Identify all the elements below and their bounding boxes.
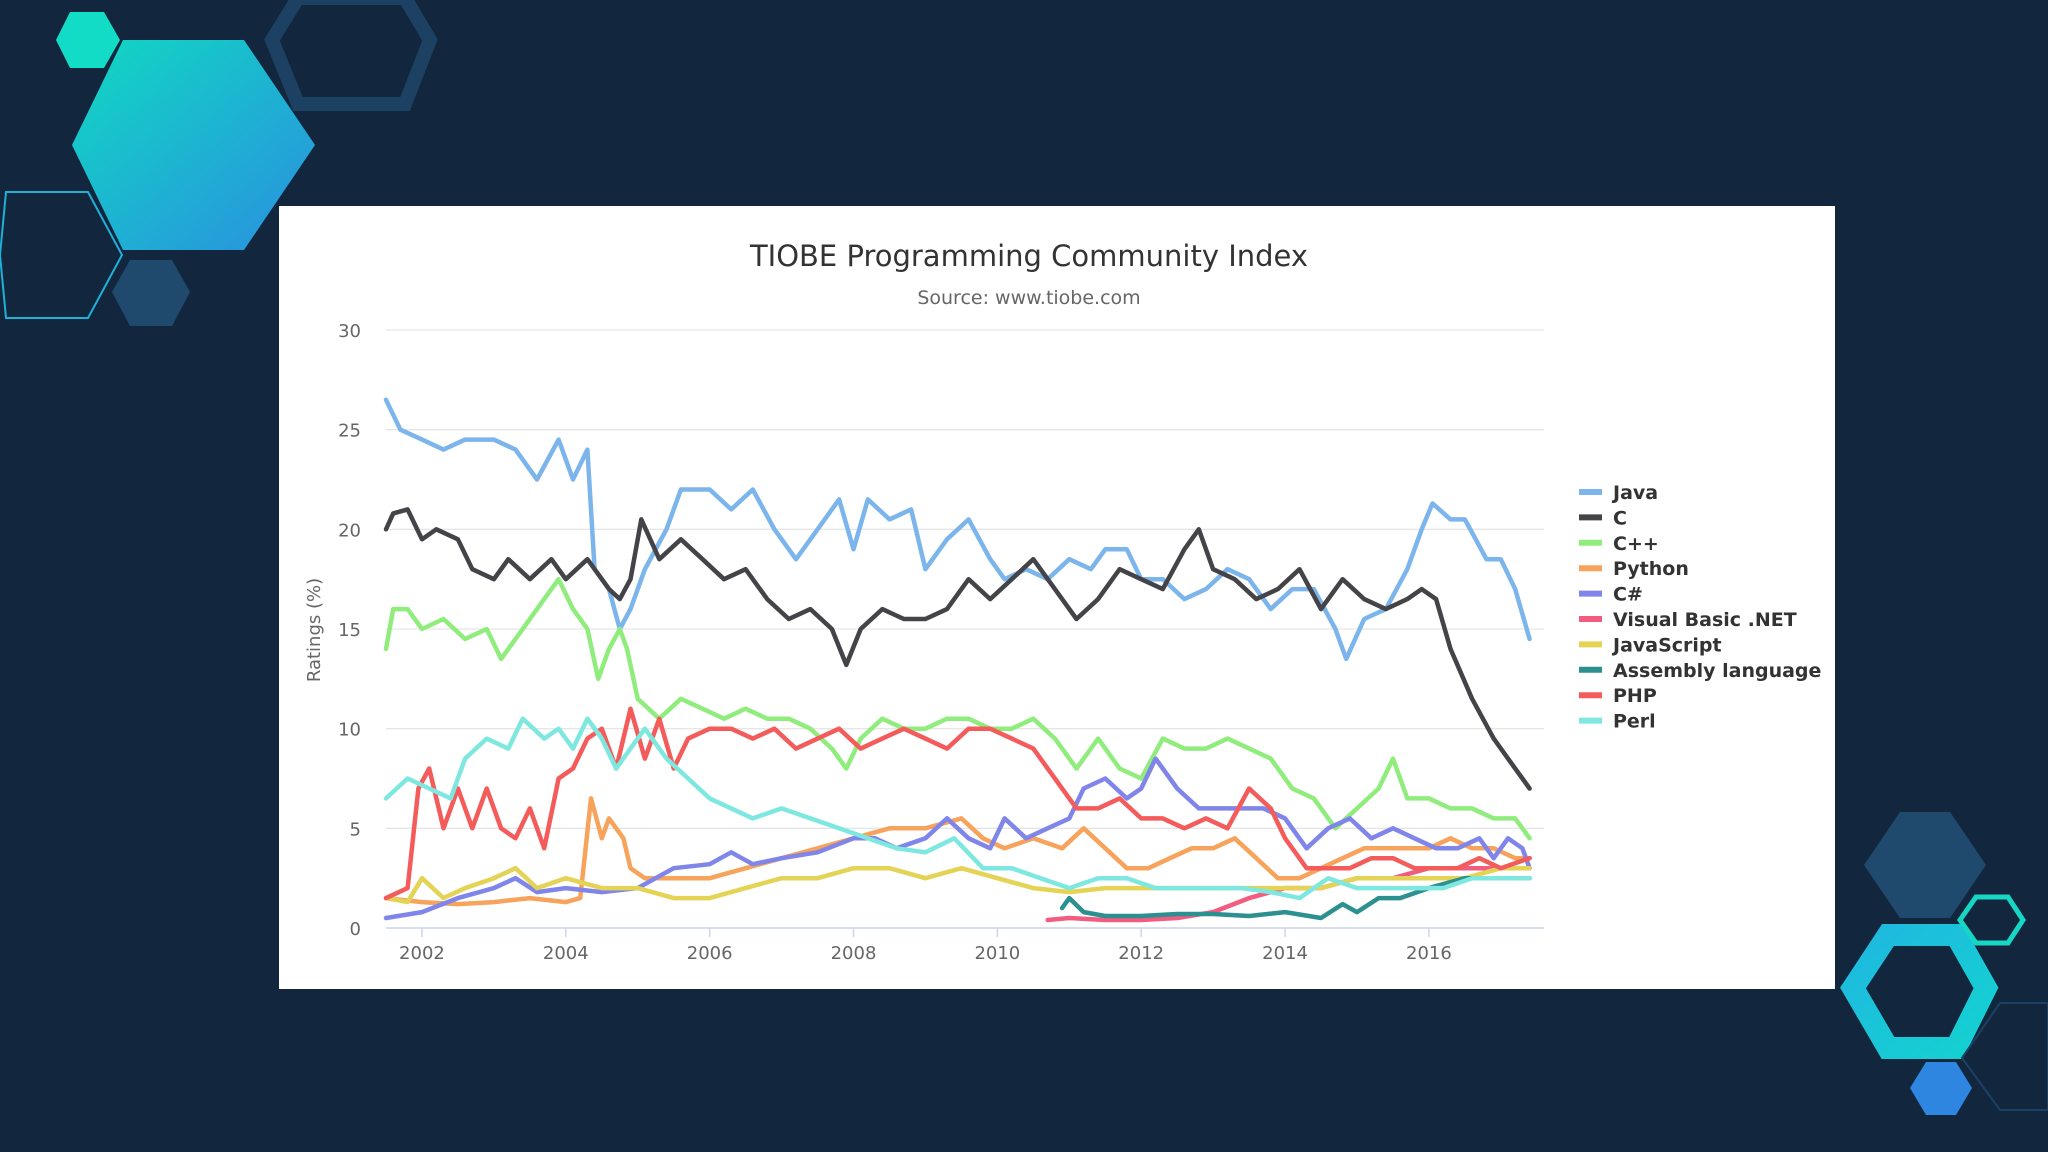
hexagon-shape bbox=[264, 0, 438, 111]
legend-label: JavaScript bbox=[1611, 634, 1722, 656]
x-tick-label: 2002 bbox=[399, 943, 445, 964]
series-line-javascript[interactable] bbox=[383, 865, 1532, 905]
legend-label: PHP bbox=[1613, 685, 1657, 707]
x-tick-label: 2010 bbox=[974, 943, 1020, 964]
y-tick-label: 15 bbox=[338, 620, 361, 641]
hexagon-shape bbox=[1910, 1062, 1972, 1115]
series-line-java[interactable] bbox=[383, 397, 1532, 662]
legend-item-perl[interactable]: Perl bbox=[1579, 711, 1656, 733]
y-tick-label: 20 bbox=[338, 520, 361, 541]
legend-label: Python bbox=[1613, 558, 1689, 580]
x-tick-label: 2012 bbox=[1118, 943, 1164, 964]
hexagon-shape bbox=[72, 40, 315, 250]
legend-item-javascript[interactable]: JavaScript bbox=[1579, 634, 1722, 656]
series-line-perl[interactable] bbox=[383, 716, 1532, 901]
legend-item-php[interactable]: PHP bbox=[1579, 685, 1657, 707]
series-line-c[interactable] bbox=[383, 507, 1532, 791]
hexagon-shape bbox=[56, 12, 120, 68]
chart-title: TIOBE Programming Community Index bbox=[749, 239, 1308, 273]
legend-item-c[interactable]: C# bbox=[1579, 584, 1643, 606]
y-tick-label: 30 bbox=[338, 321, 361, 342]
legend-item-c[interactable]: C bbox=[1579, 507, 1627, 529]
chart-card: TIOBE Programming Community Index Source… bbox=[279, 206, 1835, 989]
x-tick-label: 2008 bbox=[831, 943, 877, 964]
legend-label: C bbox=[1613, 507, 1627, 529]
legend: Java C C++ Python C# Visual Basic .NET JavaScr… bbox=[1579, 482, 1821, 733]
x-tick-label: 2006 bbox=[687, 943, 733, 964]
legend-item-java[interactable]: Java bbox=[1579, 482, 1658, 504]
hexagon-shape bbox=[1840, 924, 1999, 1059]
x-tick-label: 2016 bbox=[1406, 943, 1452, 964]
legend-item-assembly-language[interactable]: Assembly language bbox=[1579, 660, 1821, 682]
y-tick-label: 0 bbox=[350, 919, 361, 940]
y-tick-label: 10 bbox=[338, 720, 361, 741]
legend-item-python[interactable]: Python bbox=[1579, 558, 1689, 580]
legend-label: Assembly language bbox=[1613, 660, 1821, 682]
series-lines bbox=[383, 397, 1532, 923]
x-tick-label: 2014 bbox=[1262, 943, 1308, 964]
y-axis-label: Ratings (%) bbox=[304, 578, 325, 682]
legend-label: Visual Basic .NET bbox=[1613, 609, 1797, 631]
series-line-python[interactable] bbox=[383, 796, 1532, 907]
hexagon-shape bbox=[0, 191, 124, 319]
y-tick-label: 25 bbox=[338, 421, 361, 442]
legend-label: Java bbox=[1611, 482, 1658, 504]
legend-label: Perl bbox=[1613, 711, 1656, 733]
axis-ticks: 0 5 10 15 20 25 30 2002 2004 2006 2008 2010 2012 2014… bbox=[338, 321, 1544, 964]
y-tick-label: 5 bbox=[350, 819, 361, 840]
hexagon-shape bbox=[1956, 894, 2026, 946]
series-line-c[interactable] bbox=[383, 576, 1532, 841]
legend-item-visual-basic-net[interactable]: Visual Basic .NET bbox=[1579, 609, 1797, 631]
series-line-c[interactable] bbox=[383, 756, 1532, 921]
x-tick-label: 2004 bbox=[543, 943, 589, 964]
tiobe-line-chart: TIOBE Programming Community Index Source… bbox=[304, 239, 1821, 964]
legend-label: C++ bbox=[1613, 533, 1659, 555]
hexagon-shape bbox=[1864, 812, 1986, 918]
legend-item-c[interactable]: C++ bbox=[1579, 533, 1659, 555]
hexagon-shape bbox=[112, 260, 190, 326]
series-line-php[interactable] bbox=[383, 706, 1532, 901]
chart-subtitle: Source: www.tiobe.com bbox=[917, 287, 1140, 309]
legend-label: C# bbox=[1613, 584, 1643, 606]
hexagon-shape bbox=[1960, 1002, 2048, 1111]
